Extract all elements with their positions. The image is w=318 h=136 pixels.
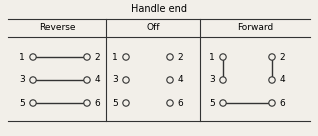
Text: 1: 1 bbox=[209, 52, 215, 61]
Circle shape bbox=[123, 100, 129, 106]
Text: 5: 5 bbox=[112, 98, 118, 107]
Circle shape bbox=[84, 54, 90, 60]
Text: 6: 6 bbox=[177, 98, 183, 107]
Text: 1: 1 bbox=[19, 52, 25, 61]
Text: Off: Off bbox=[146, 24, 160, 33]
Text: 2: 2 bbox=[279, 52, 285, 61]
Text: Reverse: Reverse bbox=[39, 24, 75, 33]
Text: 2: 2 bbox=[94, 52, 100, 61]
Text: 3: 3 bbox=[112, 75, 118, 84]
Circle shape bbox=[220, 54, 226, 60]
Text: 5: 5 bbox=[209, 98, 215, 107]
Circle shape bbox=[123, 77, 129, 83]
Circle shape bbox=[167, 54, 173, 60]
Circle shape bbox=[269, 77, 275, 83]
Text: 4: 4 bbox=[279, 75, 285, 84]
Text: Forward: Forward bbox=[237, 24, 273, 33]
Circle shape bbox=[167, 77, 173, 83]
Circle shape bbox=[269, 54, 275, 60]
Text: 5: 5 bbox=[19, 98, 25, 107]
Text: 4: 4 bbox=[177, 75, 183, 84]
Circle shape bbox=[167, 100, 173, 106]
Circle shape bbox=[30, 77, 36, 83]
Text: 6: 6 bbox=[94, 98, 100, 107]
Text: 2: 2 bbox=[177, 52, 183, 61]
Circle shape bbox=[84, 77, 90, 83]
Circle shape bbox=[123, 54, 129, 60]
Text: 3: 3 bbox=[209, 75, 215, 84]
Circle shape bbox=[269, 100, 275, 106]
Text: Handle end: Handle end bbox=[131, 4, 187, 14]
Text: 6: 6 bbox=[279, 98, 285, 107]
Circle shape bbox=[84, 100, 90, 106]
Circle shape bbox=[30, 54, 36, 60]
Circle shape bbox=[220, 77, 226, 83]
Text: 4: 4 bbox=[94, 75, 100, 84]
Circle shape bbox=[30, 100, 36, 106]
Text: 1: 1 bbox=[112, 52, 118, 61]
Circle shape bbox=[220, 100, 226, 106]
Text: 3: 3 bbox=[19, 75, 25, 84]
